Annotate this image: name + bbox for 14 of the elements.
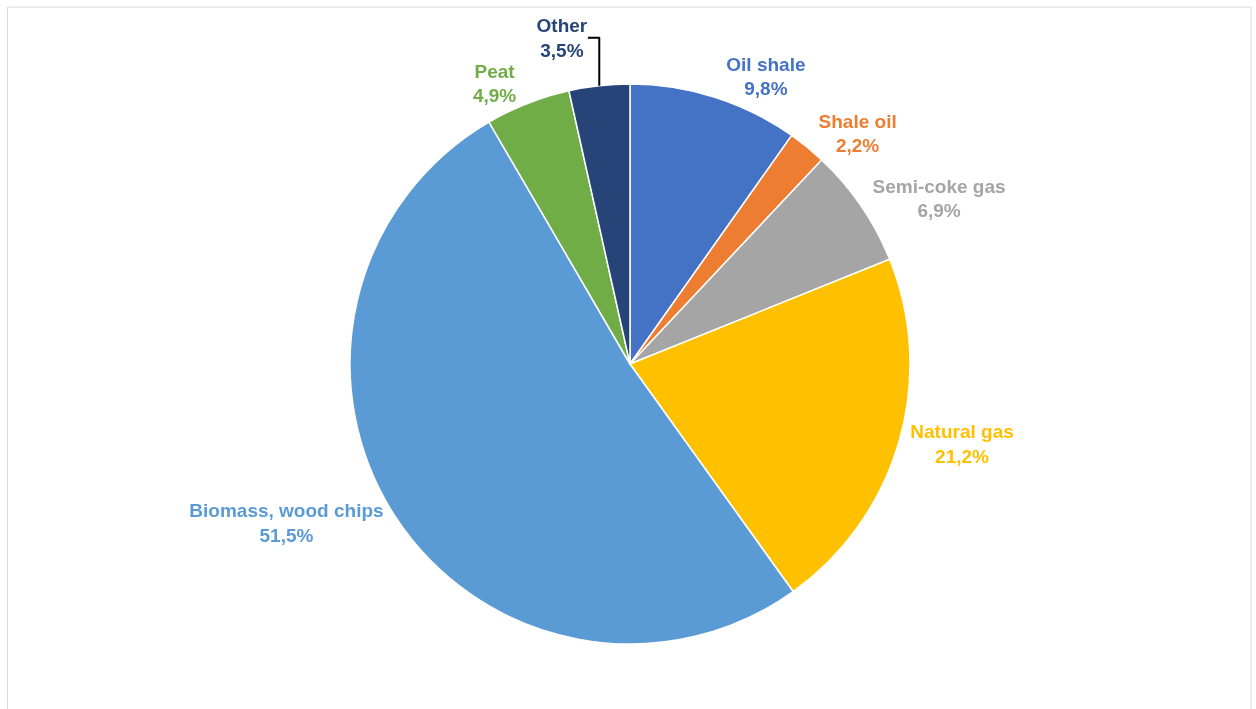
slice-label: Other [536,14,588,36]
data-label: 21,2% [935,445,990,467]
slice-label: Peat [474,60,516,82]
slice-label: Shale oil [818,110,897,132]
data-label: 3,5% [540,39,584,61]
slice-label: Natural gas [910,421,1014,443]
slice-label: Semi-coke gas [872,175,1006,197]
data-label: 6,9% [917,200,961,222]
slice-label: Oil shale [726,53,806,75]
data-label: 2,2% [835,135,880,157]
data-label: 51,5% [259,524,314,546]
slice-label: Biomass, wood chips [189,500,384,522]
data-label: 9,8% [744,78,788,100]
data-label: 4,9% [472,85,517,107]
